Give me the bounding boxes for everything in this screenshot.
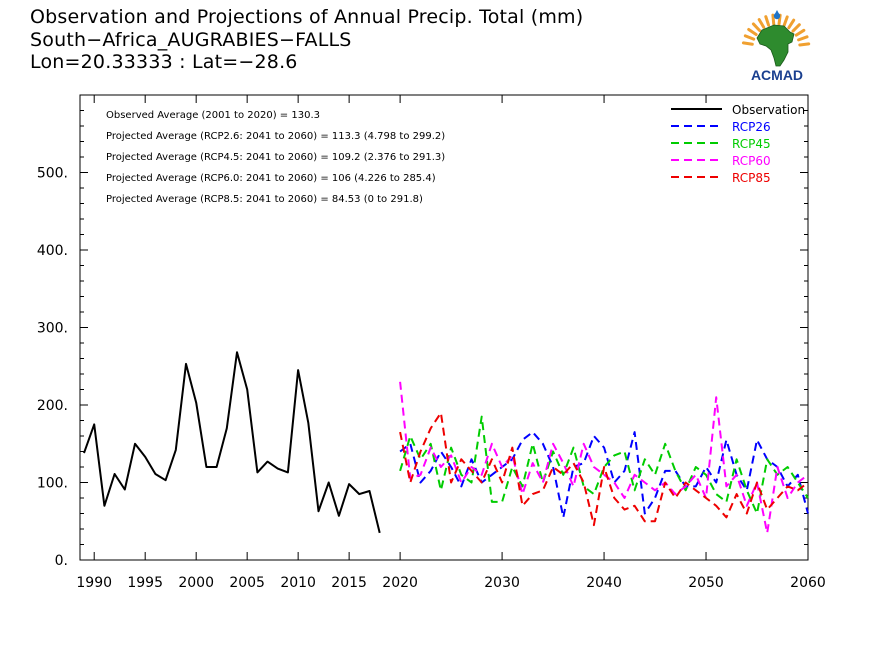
legend-label-rcp45: RCP45	[732, 137, 771, 151]
logo-text: ACMAD	[751, 67, 803, 83]
legend-label-rcp85: RCP85	[732, 171, 771, 185]
axis-tick-labels: 1990 1995 2000 2005 2010 2015 2020 2030 2040 2050…	[37, 166, 826, 592]
x-tick-label: 2000	[178, 575, 214, 591]
series-line-rcp60	[399, 381, 809, 534]
y-tick-label: 100.	[37, 476, 68, 492]
series-line-rcp85	[399, 411, 809, 527]
y-tick-label: 0.	[55, 553, 68, 569]
stat-line: Projected Average (RCP2.6: 2041 to 2060)…	[106, 131, 445, 142]
x-tick-label: 2020	[382, 575, 418, 591]
series-line-observation	[83, 351, 381, 534]
series-line-rcp45	[399, 415, 809, 515]
x-tick-label: 1990	[76, 575, 112, 591]
stat-line: Projected Average (RCP4.5: 2041 to 2060)…	[106, 152, 445, 163]
stat-line: Projected Average (RCP6.0: 2041 to 2060)…	[106, 173, 436, 184]
x-tick-label: 2040	[586, 575, 622, 591]
station-name: South−Africa_AUGRABIES−FALLS	[30, 28, 352, 51]
x-tick-label: 2030	[484, 575, 520, 591]
plot-frame	[79, 94, 809, 561]
stat-line: Observed Average (2001 to 2020) = 130.3	[106, 110, 320, 121]
legend-label-rcp60: RCP60	[732, 154, 771, 168]
africa-map-logo-icon: ACMAD	[741, 10, 811, 83]
legend-label-observation: Observation	[732, 103, 805, 117]
y-tick-label: 200.	[37, 398, 68, 414]
series-layer	[83, 351, 809, 534]
x-tick-label: 1995	[127, 575, 163, 591]
y-tick-label: 400.	[37, 243, 68, 259]
chart-title-block: Observation and Projections of Annual Pr…	[30, 6, 583, 74]
x-tick-label: 2010	[280, 575, 316, 591]
y-tick-label: 300.	[37, 321, 68, 337]
y-tick-label: 500.	[37, 166, 68, 182]
x-tick-label: 2060	[790, 575, 826, 591]
x-tick-label: 2015	[331, 575, 367, 591]
acmad-logo: ACMAD	[738, 8, 816, 84]
legend-label-rcp26: RCP26	[732, 120, 771, 134]
chart-title: Observation and Projections of Annual Pr…	[30, 6, 584, 28]
x-tick-label: 2005	[229, 575, 265, 591]
stat-line: Projected Average (RCP8.5: 2041 to 2060)…	[106, 194, 423, 205]
stats-text-block: Observed Average (2001 to 2020) = 130.3 P…	[106, 110, 445, 205]
x-tick-label: 2050	[688, 575, 724, 591]
chart-legend: Observation RCP26 RCP45 RCP60 RCP85	[671, 103, 805, 185]
axis-ticks	[80, 94, 809, 561]
station-coordinates: Lon=20.33333 : Lat=−28.6	[30, 51, 298, 73]
